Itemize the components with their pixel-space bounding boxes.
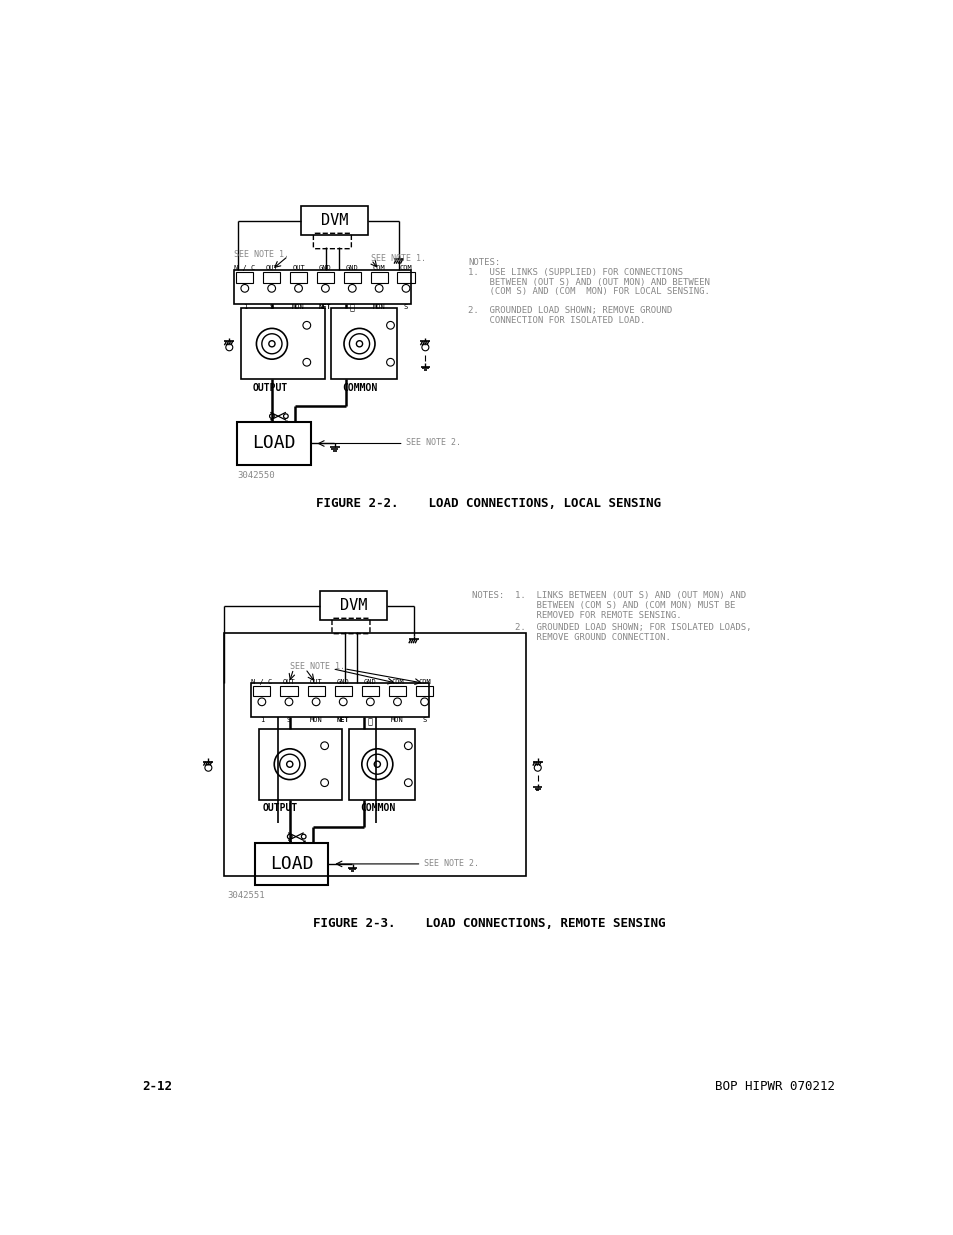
Text: OUTPUT: OUTPUT: [253, 383, 288, 393]
Bar: [316, 272, 334, 283]
Text: NOTES:  1.  LINKS BETWEEN (OUT S) AND (OUT MON) AND: NOTES: 1. LINKS BETWEEN (OUT S) AND (OUT…: [472, 592, 745, 600]
Text: BOP HIPWR 070212: BOP HIPWR 070212: [715, 1079, 835, 1093]
Text: ⏚: ⏚: [350, 304, 355, 312]
Text: 2.  GROUNDED LOAD SHOWN; REMOVE GROUND: 2. GROUNDED LOAD SHOWN; REMOVE GROUND: [468, 306, 672, 315]
Text: COMMON: COMMON: [360, 804, 395, 814]
Bar: [258, 729, 342, 799]
Text: GND: GND: [346, 266, 358, 272]
Bar: [301, 206, 368, 235]
Bar: [343, 272, 360, 283]
Bar: [389, 685, 406, 697]
Text: LOAD: LOAD: [270, 855, 314, 873]
Text: (COM S) AND (COM  MON) FOR LOCAL SENSING.: (COM S) AND (COM MON) FOR LOCAL SENSING.: [468, 288, 709, 296]
Text: REMOVE GROUND CONNECTION.: REMOVE GROUND CONNECTION.: [472, 634, 670, 642]
Bar: [348, 729, 415, 799]
Text: 2-12: 2-12: [142, 1079, 172, 1093]
Bar: [251, 683, 429, 718]
Text: S: S: [403, 304, 408, 310]
Bar: [280, 685, 297, 697]
Text: 3042551: 3042551: [228, 892, 265, 900]
Text: N / C: N / C: [251, 679, 273, 685]
Text: LOAD: LOAD: [252, 435, 295, 452]
Text: DVM: DVM: [320, 214, 348, 228]
Text: GND: GND: [318, 266, 332, 272]
Text: BETWEEN (COM S) AND (COM MON) MUST BE: BETWEEN (COM S) AND (COM MON) MUST BE: [472, 601, 735, 610]
Bar: [236, 272, 253, 283]
Text: MON: MON: [310, 718, 322, 724]
Text: SEE NOTE 2.: SEE NOTE 2.: [423, 858, 478, 868]
Text: SEE NOTE 2.: SEE NOTE 2.: [406, 438, 460, 447]
Bar: [361, 685, 378, 697]
Text: NOTES:: NOTES:: [468, 258, 499, 267]
Bar: [263, 272, 280, 283]
Text: COMMON: COMMON: [342, 383, 377, 393]
Text: GND: GND: [336, 679, 349, 685]
Text: S: S: [287, 718, 291, 724]
Bar: [397, 272, 415, 283]
Text: OUT: OUT: [265, 266, 277, 272]
Text: GND: GND: [364, 679, 376, 685]
Text: BETWEEN (OUT S) AND (OUT MON) AND BETWEEN: BETWEEN (OUT S) AND (OUT MON) AND BETWEE…: [468, 278, 709, 287]
Text: MON: MON: [391, 718, 403, 724]
Text: OUTPUT: OUTPUT: [262, 804, 297, 814]
Bar: [236, 422, 311, 464]
Text: NET: NET: [318, 304, 332, 310]
Text: 1: 1: [259, 718, 264, 724]
Text: MON: MON: [373, 304, 385, 310]
Bar: [416, 685, 433, 697]
Text: 1.  USE LINKS (SUPPLIED) FOR CONNECTIONS: 1. USE LINKS (SUPPLIED) FOR CONNECTIONS: [468, 268, 682, 277]
Text: SEE NOTE 1.: SEE NOTE 1.: [233, 249, 289, 259]
Bar: [319, 592, 386, 620]
Text: FIGURE 2-3.    LOAD CONNECTIONS, REMOTE SENSING: FIGURE 2-3. LOAD CONNECTIONS, REMOTE SEN…: [313, 918, 664, 930]
Bar: [331, 309, 396, 379]
Text: COM: COM: [391, 679, 403, 685]
Text: S: S: [422, 718, 426, 724]
Text: SEE NOTE 1.: SEE NOTE 1.: [371, 254, 426, 263]
Bar: [335, 685, 352, 697]
Text: ⏚: ⏚: [368, 718, 373, 726]
Text: S: S: [270, 304, 274, 310]
Text: 2.  GROUNDED LOAD SHOWN; FOR ISOLATED LOADS,: 2. GROUNDED LOAD SHOWN; FOR ISOLATED LOA…: [472, 624, 751, 632]
Text: OUT: OUT: [310, 679, 322, 685]
Text: SEE NOTE 1.: SEE NOTE 1.: [290, 662, 344, 671]
Bar: [290, 272, 307, 283]
Bar: [307, 685, 324, 697]
Text: N / C: N / C: [233, 266, 255, 272]
Bar: [241, 309, 324, 379]
Text: REMOVED FOR REMOTE SENSING.: REMOVED FOR REMOTE SENSING.: [472, 611, 680, 620]
Text: DVM: DVM: [339, 598, 367, 613]
Text: FIGURE 2-2.    LOAD CONNECTIONS, LOCAL SENSING: FIGURE 2-2. LOAD CONNECTIONS, LOCAL SENS…: [316, 496, 660, 510]
Text: COM: COM: [417, 679, 431, 685]
Text: MON: MON: [292, 304, 305, 310]
Bar: [254, 842, 328, 885]
Text: CONNECTION FOR ISOLATED LOAD.: CONNECTION FOR ISOLATED LOAD.: [468, 316, 644, 325]
Text: 3042550: 3042550: [236, 471, 274, 480]
Bar: [233, 270, 410, 304]
Text: OUT: OUT: [282, 679, 295, 685]
Bar: [224, 634, 525, 876]
Text: 1: 1: [242, 304, 247, 310]
Text: NET: NET: [336, 718, 349, 724]
Bar: [370, 272, 387, 283]
Text: OUT: OUT: [292, 266, 305, 272]
Bar: [253, 685, 270, 697]
Text: COM: COM: [399, 266, 412, 272]
Text: COM: COM: [373, 266, 385, 272]
